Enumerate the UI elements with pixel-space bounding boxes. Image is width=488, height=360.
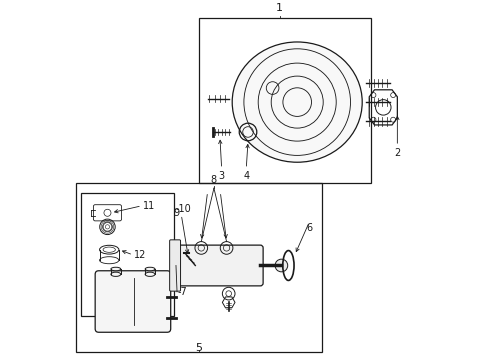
Text: -7: -7 (177, 287, 187, 297)
Bar (199, 18, 370, 183)
Circle shape (275, 259, 287, 272)
Bar (81, 193, 174, 316)
Ellipse shape (111, 267, 121, 271)
Ellipse shape (145, 272, 155, 276)
FancyBboxPatch shape (95, 271, 170, 332)
Ellipse shape (145, 267, 155, 271)
Text: -10: -10 (176, 204, 191, 214)
FancyBboxPatch shape (173, 245, 263, 286)
Text: 1: 1 (276, 3, 283, 13)
Text: 4: 4 (243, 171, 249, 181)
Text: 6: 6 (306, 223, 312, 233)
Text: 8: 8 (210, 175, 217, 185)
Text: 12: 12 (134, 250, 146, 260)
Text: 9: 9 (173, 208, 179, 218)
Text: 5: 5 (195, 343, 202, 354)
Ellipse shape (232, 42, 362, 162)
Bar (76, 183, 321, 352)
Text: 11: 11 (142, 201, 155, 211)
Text: 2: 2 (393, 148, 400, 158)
Text: 3: 3 (218, 171, 224, 181)
FancyBboxPatch shape (169, 240, 180, 291)
Ellipse shape (111, 272, 121, 276)
